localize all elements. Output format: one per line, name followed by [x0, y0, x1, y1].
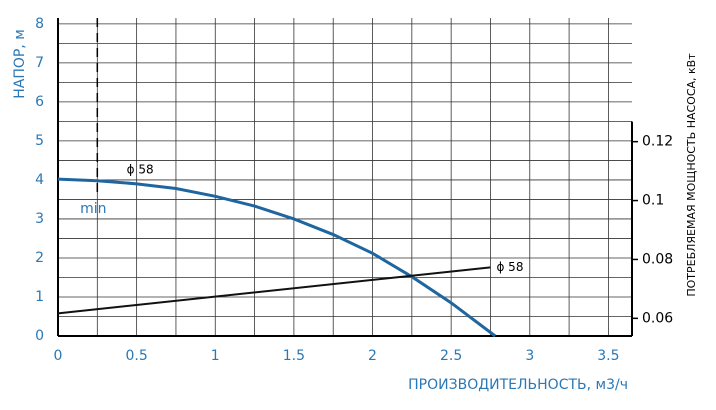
y-tick-label: 3	[35, 211, 44, 227]
y2-tick-label: 0.1	[642, 193, 664, 209]
x-tick-label: 0	[54, 348, 63, 364]
x-tick-label: 2.5	[440, 348, 462, 364]
min-label: min	[80, 201, 106, 217]
y2-tick-label: 0.06	[642, 310, 673, 326]
y2-axis-title: ПОТРЕБЛЯЕМАЯ МОЩНОСТЬ НАСОСА, кВт	[685, 53, 698, 297]
x-tick-label: 1.5	[283, 348, 305, 364]
y-tick-label: 2	[35, 250, 44, 266]
x-tick-label: 3	[525, 348, 534, 364]
x-tick-label: 3.5	[597, 348, 619, 364]
y2-tick-label: 0.12	[642, 134, 673, 150]
x-tick-label: 2	[368, 348, 377, 364]
y2-tick-label: 0.08	[642, 251, 673, 267]
x-tick-label: 1	[211, 348, 220, 364]
x-tick-label: 0.5	[125, 348, 147, 364]
y-tick-label: 6	[35, 94, 44, 110]
y-tick-label: 8	[35, 16, 44, 32]
y-tick-label: 7	[35, 55, 44, 71]
y-tick-label: 0	[35, 328, 44, 344]
y-tick-label: 4	[35, 172, 44, 188]
y-tick-label: 5	[35, 133, 44, 149]
y-axis-title: НАПОР, м	[12, 29, 28, 99]
series-label: ϕ 58	[496, 260, 523, 274]
x-axis-title: ПРОИЗВОДИТЕЛЬНОСТЬ, м3/ч	[408, 377, 628, 393]
series-label: ϕ 58	[127, 162, 154, 176]
series-line	[57, 177, 497, 338]
series-line	[57, 266, 491, 315]
y-tick-label: 1	[35, 289, 44, 305]
